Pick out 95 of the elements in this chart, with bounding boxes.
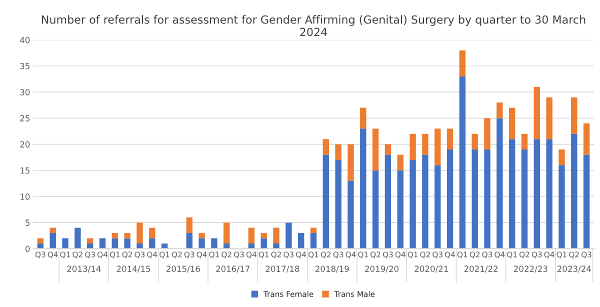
- text: 2021/22: [464, 266, 498, 273]
- bar: [508, 108, 516, 140]
- text: 2022/23: [514, 266, 548, 273]
- bar: [62, 238, 68, 249]
- bar: [360, 128, 366, 249]
- bar: [149, 238, 156, 249]
- bar: [99, 238, 106, 249]
- bar: [136, 222, 143, 244]
- bar: [372, 170, 379, 249]
- bar: [335, 144, 342, 160]
- bar: [546, 97, 552, 140]
- bar: [286, 222, 292, 249]
- bar: [360, 108, 366, 129]
- bar: [322, 139, 330, 155]
- bar: [310, 233, 317, 249]
- bar: [198, 233, 205, 238]
- bar: [248, 228, 255, 244]
- bar: [521, 134, 528, 150]
- bar: [322, 154, 330, 249]
- y-tick-label: 0: [25, 246, 30, 252]
- bar: [583, 154, 590, 249]
- y-tick-label: 15: [20, 167, 30, 174]
- bar: [384, 154, 392, 249]
- bar: [546, 139, 552, 249]
- y-tick-label: 35: [20, 62, 30, 70]
- bar: [446, 128, 454, 150]
- bar: [496, 102, 503, 118]
- bar: [50, 228, 56, 234]
- bar: [434, 165, 441, 249]
- bar: [534, 86, 540, 140]
- bar: [434, 128, 441, 166]
- bar: [397, 170, 404, 249]
- bar: [136, 243, 143, 249]
- y-tick-label: 10: [20, 193, 30, 200]
- bar: [211, 238, 218, 249]
- bar: [571, 97, 578, 134]
- bar: [74, 228, 81, 249]
- bar: [583, 123, 590, 155]
- bar: [521, 150, 528, 249]
- bar: [348, 144, 354, 181]
- text: 2015/16: [166, 266, 200, 273]
- bar: [50, 233, 56, 249]
- text: 2017/18: [266, 266, 300, 273]
- y-tick-label: 25: [20, 115, 30, 122]
- bar: [86, 238, 94, 244]
- y-tick-label: 20: [20, 141, 30, 148]
- text: 2016/17: [216, 266, 250, 273]
- bar: [571, 134, 578, 249]
- bar: [224, 222, 230, 244]
- text: 2020/21: [414, 266, 448, 273]
- text: 2023/24: [557, 266, 591, 273]
- bar: [384, 144, 392, 155]
- bar: [397, 154, 404, 170]
- text: 2018/19: [315, 266, 349, 273]
- bar: [260, 233, 267, 238]
- bar: [348, 180, 354, 249]
- bar: [484, 118, 490, 150]
- bar: [260, 238, 267, 249]
- text: 2013/14: [67, 266, 101, 273]
- bar: [422, 154, 428, 249]
- bar: [372, 128, 379, 170]
- bar: [124, 233, 130, 238]
- bar: [558, 150, 565, 166]
- bar: [112, 233, 118, 238]
- text: 2019/20: [365, 266, 399, 273]
- bar: [273, 243, 280, 249]
- bar: [410, 160, 416, 249]
- text: 2014/15: [116, 266, 150, 273]
- bar: [446, 150, 454, 249]
- bar: [37, 238, 44, 244]
- bar: [508, 139, 516, 249]
- bar: [186, 233, 192, 249]
- bar: [198, 238, 205, 249]
- bar: [124, 238, 130, 249]
- y-tick-label: 5: [26, 220, 30, 226]
- bar: [273, 228, 280, 244]
- y-tick-label: 30: [20, 89, 30, 96]
- bar: [298, 233, 304, 249]
- bar: [186, 217, 192, 234]
- bar: [310, 228, 317, 234]
- bar: [422, 134, 428, 155]
- bar: [472, 134, 478, 150]
- bar: [484, 150, 490, 249]
- bar: [335, 160, 342, 249]
- bar: [112, 238, 118, 249]
- bar: [149, 228, 156, 238]
- bar: [496, 118, 503, 249]
- bar: [558, 165, 565, 249]
- bar: [410, 134, 416, 160]
- bar: [534, 139, 540, 249]
- chart-title: Number of referrals for assessment for Gender Affirming (Genital) Surgery by quarter to 30 March 2024: [42, 15, 586, 36]
- y-tick-label: 40: [20, 36, 30, 44]
- bar: [459, 76, 466, 249]
- bar: [459, 50, 466, 76]
- bar: [472, 150, 478, 249]
